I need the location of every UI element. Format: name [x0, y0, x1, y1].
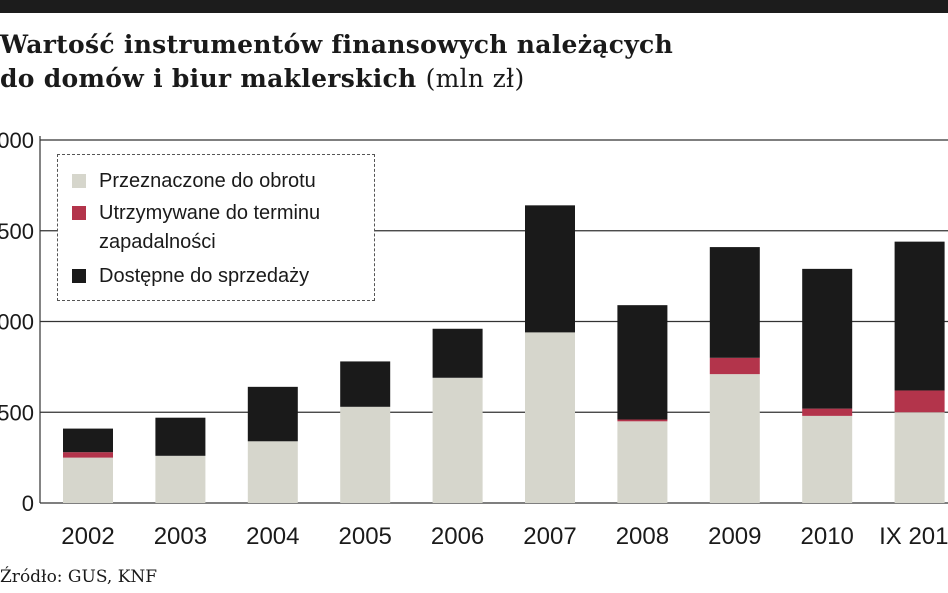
x-tick-label: 2010: [801, 523, 854, 550]
bar-segment-przeznaczone: [802, 415, 853, 503]
bar-segment-przeznaczone: [525, 332, 575, 503]
legend-label-utrzymywane: Utrzymywane do terminu zapadalności: [99, 202, 321, 253]
y-tick-label: 1000: [0, 310, 34, 335]
bar-segment-dostepne: [617, 305, 668, 420]
bar-segment-utrzymywane: [802, 408, 853, 416]
bar-segment-dostepne: [894, 241, 945, 391]
y-tick-label: 500: [0, 400, 34, 425]
bar-segment-przeznaczone: [340, 406, 391, 503]
stacked-bar-chart: 2000 1500 1000 500 0 2002 2003 2004 2005 2006 2007…: [0, 128, 948, 550]
x-tick-label: 2008: [616, 523, 669, 550]
bar-segment-przeznaczone: [247, 441, 298, 503]
legend-label-przeznaczone: Przeznaczone do obrotu: [99, 170, 316, 192]
x-tick-label: 2005: [339, 523, 392, 550]
bar-segment-dostepne: [247, 386, 298, 442]
chart-title-line-1: Wartość instrumentów finansowych należąc…: [0, 30, 674, 59]
chart-title-continued: do domów i biur maklerskich (mln zł): [0, 64, 525, 93]
chart-unit: (mln zł): [425, 64, 525, 93]
source-note: Źródło: GUS, KNF: [0, 567, 158, 587]
x-tick-label: 2007: [523, 523, 576, 550]
x-tick-label: 2009: [708, 523, 761, 550]
bar-segment-utrzymywane: [709, 357, 760, 375]
bar-segment-dostepne: [709, 247, 760, 358]
bar-segment-dostepne: [525, 205, 575, 333]
bar-segment-utrzymywane: [63, 452, 113, 458]
x-tick-label: 2002: [61, 523, 114, 550]
x-tick-label: IX 2011: [879, 523, 948, 550]
y-tick-label: 1500: [0, 219, 34, 244]
bar-segment-dostepne: [432, 328, 483, 378]
legend-label-dostepne: Dostępne do sprzedaży: [99, 265, 310, 287]
bar-segment-przeznaczone: [617, 421, 668, 503]
bar-segment-dostepne: [63, 428, 113, 453]
x-tick-label: 2004: [246, 523, 299, 550]
x-tick-label: 2006: [431, 523, 484, 550]
bar-segment-przeznaczone: [155, 455, 206, 503]
bar-segment-dostepne: [340, 361, 391, 407]
bar-segment-przeznaczone: [894, 412, 945, 503]
x-tick-label: 2003: [154, 523, 207, 550]
chart-title-line-2: do domów i biur maklerskich: [0, 64, 417, 93]
bar-segment-przeznaczone: [63, 457, 113, 503]
legend-swatch-dostepne: [72, 269, 86, 283]
legend-swatch-utrzymywane: [72, 206, 86, 220]
bar-segment-dostepne: [155, 417, 206, 456]
y-tick-label: 2000: [0, 128, 34, 153]
bar-segment-przeznaczone: [432, 377, 483, 503]
top-bar: [0, 0, 948, 13]
bar-segment-przeznaczone: [709, 374, 760, 503]
chart-title: Wartość instrumentów finansowych należąc…: [0, 30, 673, 59]
bar-segment-utrzymywane: [894, 390, 945, 413]
legend-swatch-przeznaczone: [72, 174, 86, 188]
y-tick-label: 0: [22, 491, 34, 516]
bar-segment-utrzymywane: [617, 419, 668, 422]
legend: Przeznaczone do obrotu Utrzymywane do te…: [57, 154, 375, 301]
bar-segment-dostepne: [802, 268, 853, 409]
